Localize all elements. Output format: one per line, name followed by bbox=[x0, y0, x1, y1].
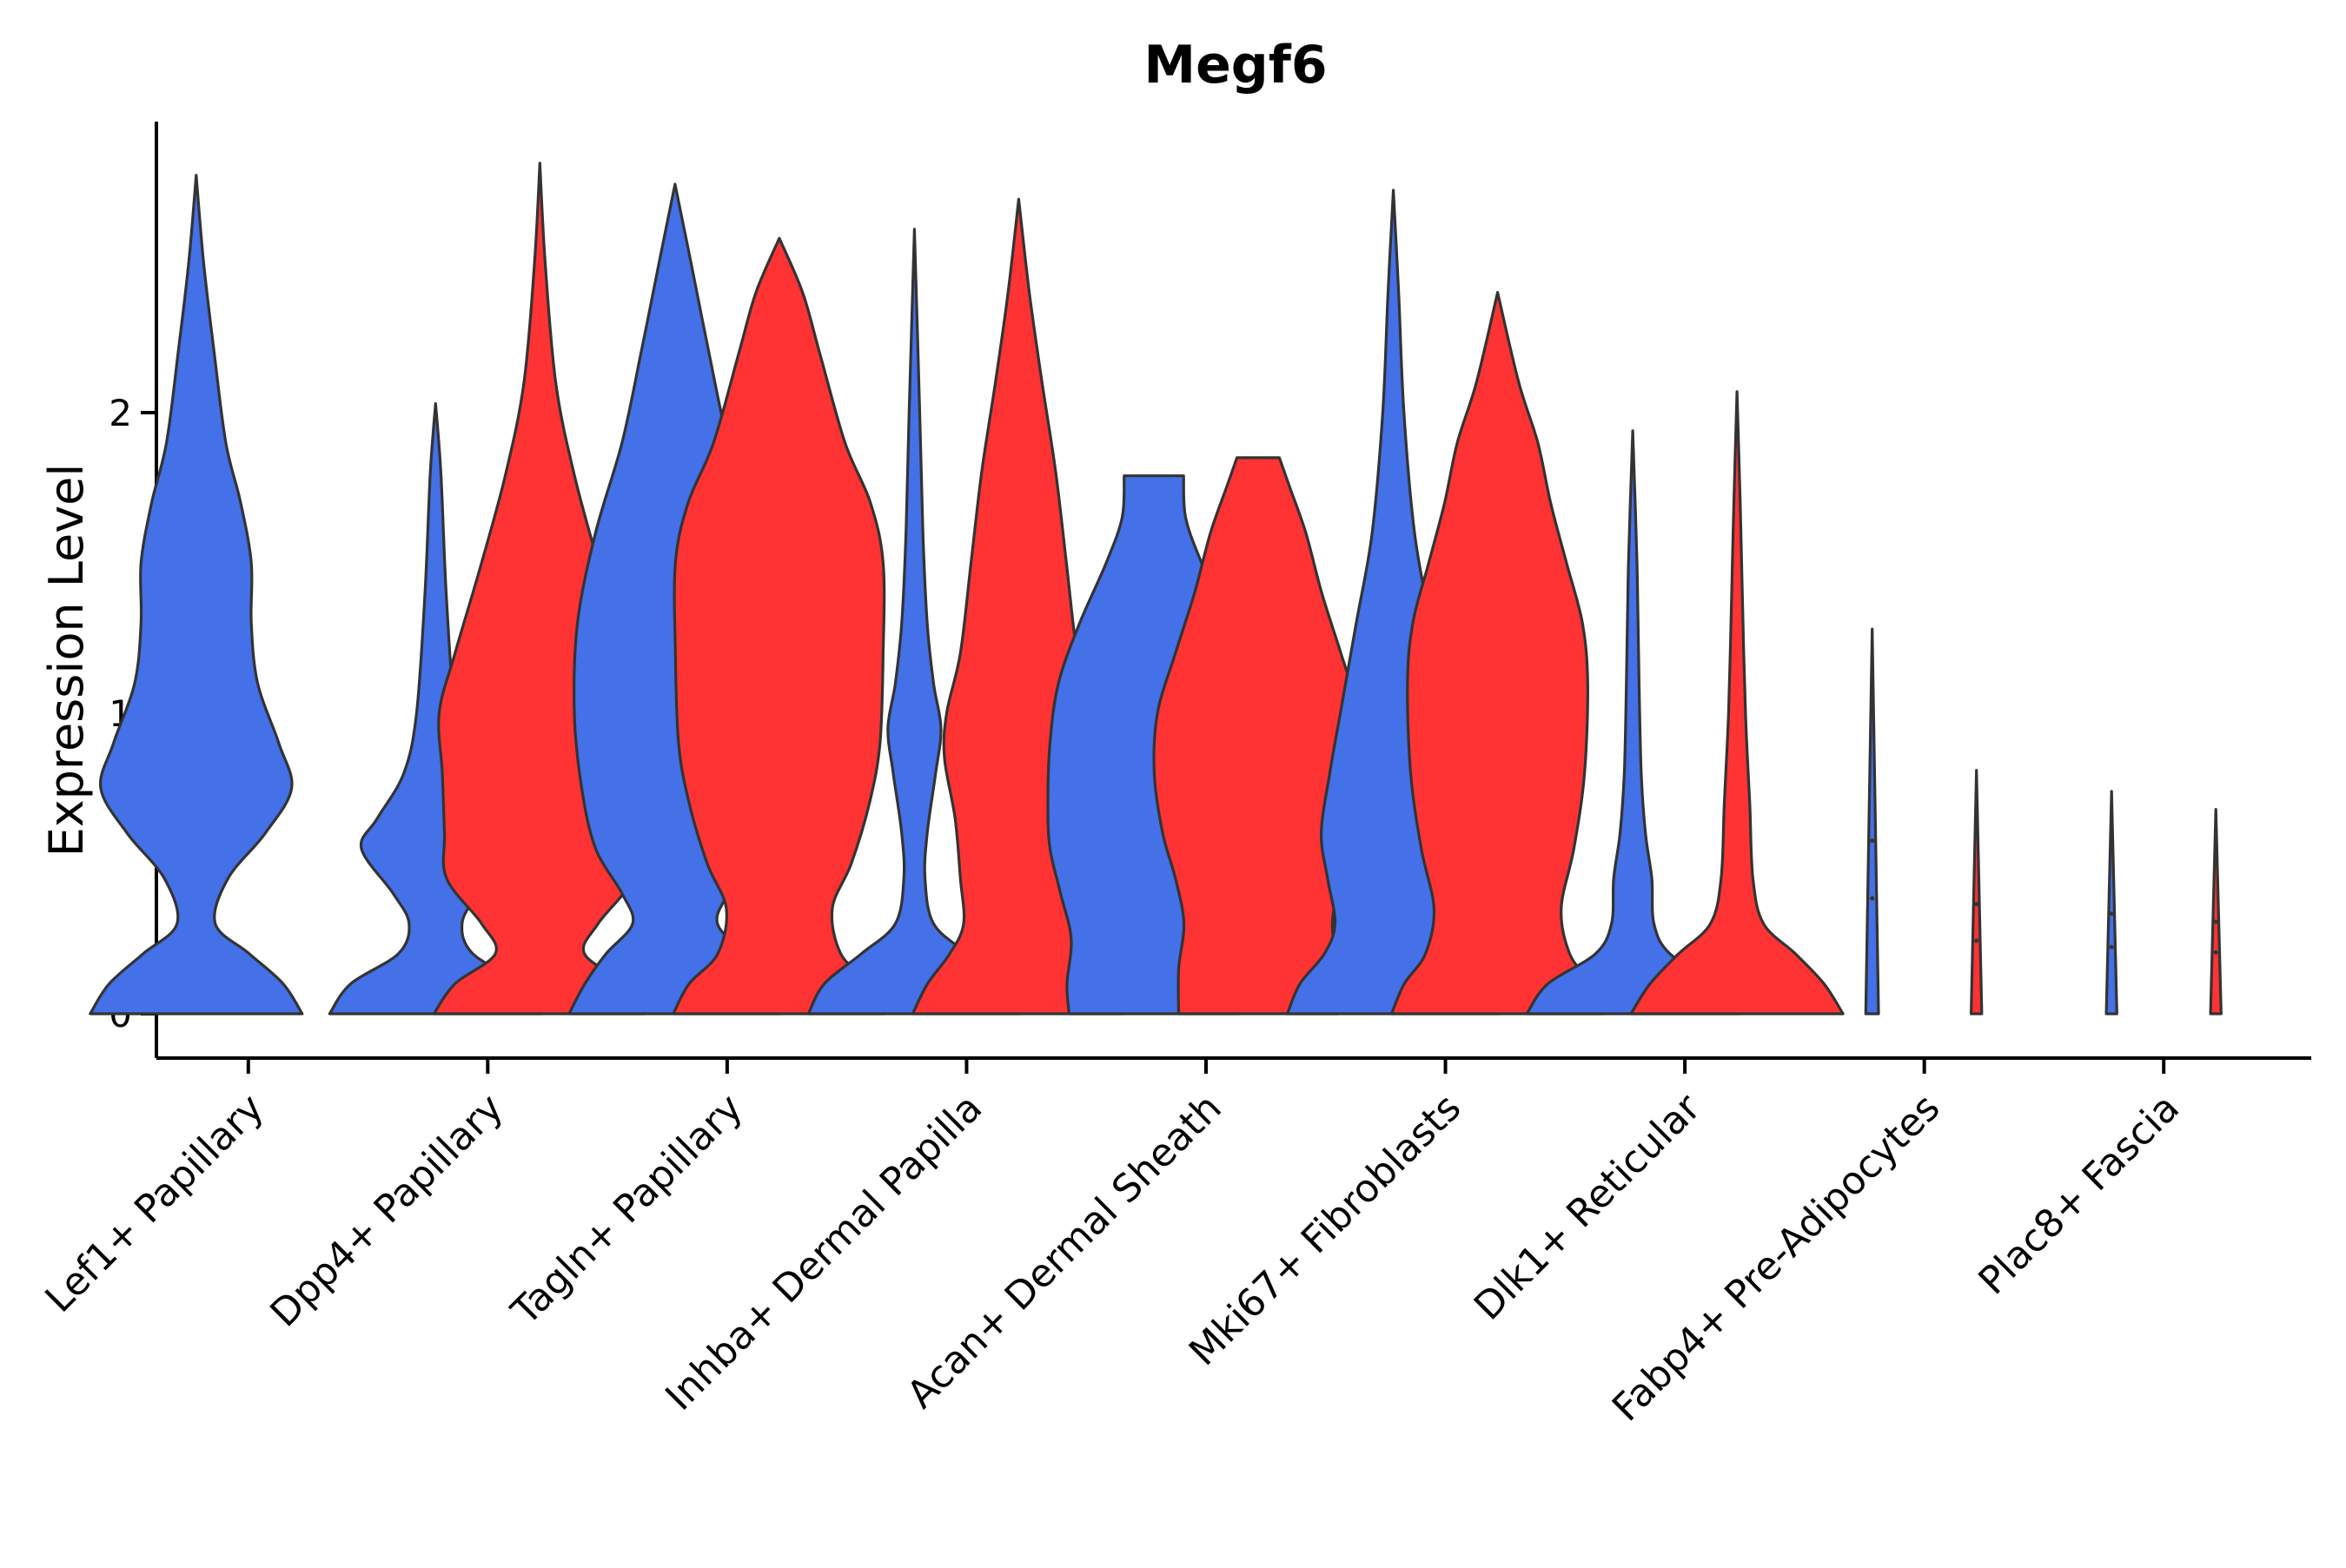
x-axis bbox=[156, 1056, 2311, 1074]
jitter-point bbox=[2109, 911, 2114, 916]
x-tick-label: Plac8+ Fascia bbox=[1970, 1086, 2188, 1304]
chart-title: Megf6 bbox=[1143, 35, 1327, 96]
violin-b-8 bbox=[2209, 808, 2223, 1016]
violin-b-5 bbox=[1390, 291, 1606, 1016]
violin-b-2 bbox=[672, 236, 887, 1016]
jitter-point bbox=[2213, 949, 2218, 955]
x-tick-label: Mki67+ Fibroblasts bbox=[1181, 1086, 1469, 1374]
violin-a-3 bbox=[806, 228, 1022, 1016]
jitter-point bbox=[2213, 919, 2218, 924]
x-tick-label: Lef1+ Papillary bbox=[36, 1086, 272, 1321]
jitter-point bbox=[1974, 902, 1979, 907]
x-tick-label: Dlk1+ Reticular bbox=[1466, 1085, 1710, 1329]
violin-a-6 bbox=[1525, 429, 1740, 1016]
violin-b-7 bbox=[1970, 769, 1984, 1016]
violin-b-6 bbox=[1629, 390, 1845, 1016]
jitter-point bbox=[1870, 896, 1875, 901]
violin-a-8 bbox=[2104, 790, 2118, 1016]
x-tick-label: Dpp4+ Papillary bbox=[262, 1086, 512, 1336]
jitter-point bbox=[1974, 938, 1979, 943]
x-tick-label: Tagln+ Papillary bbox=[503, 1086, 752, 1334]
y-axis-label: Expression Level bbox=[39, 464, 94, 857]
violins bbox=[89, 162, 2223, 1016]
violin-a-0 bbox=[89, 174, 304, 1016]
jitter-point bbox=[1870, 838, 1875, 844]
jitter-point bbox=[2109, 944, 2114, 949]
violin-a-7 bbox=[1864, 627, 1880, 1016]
y-tick-label: 2 bbox=[109, 392, 132, 434]
